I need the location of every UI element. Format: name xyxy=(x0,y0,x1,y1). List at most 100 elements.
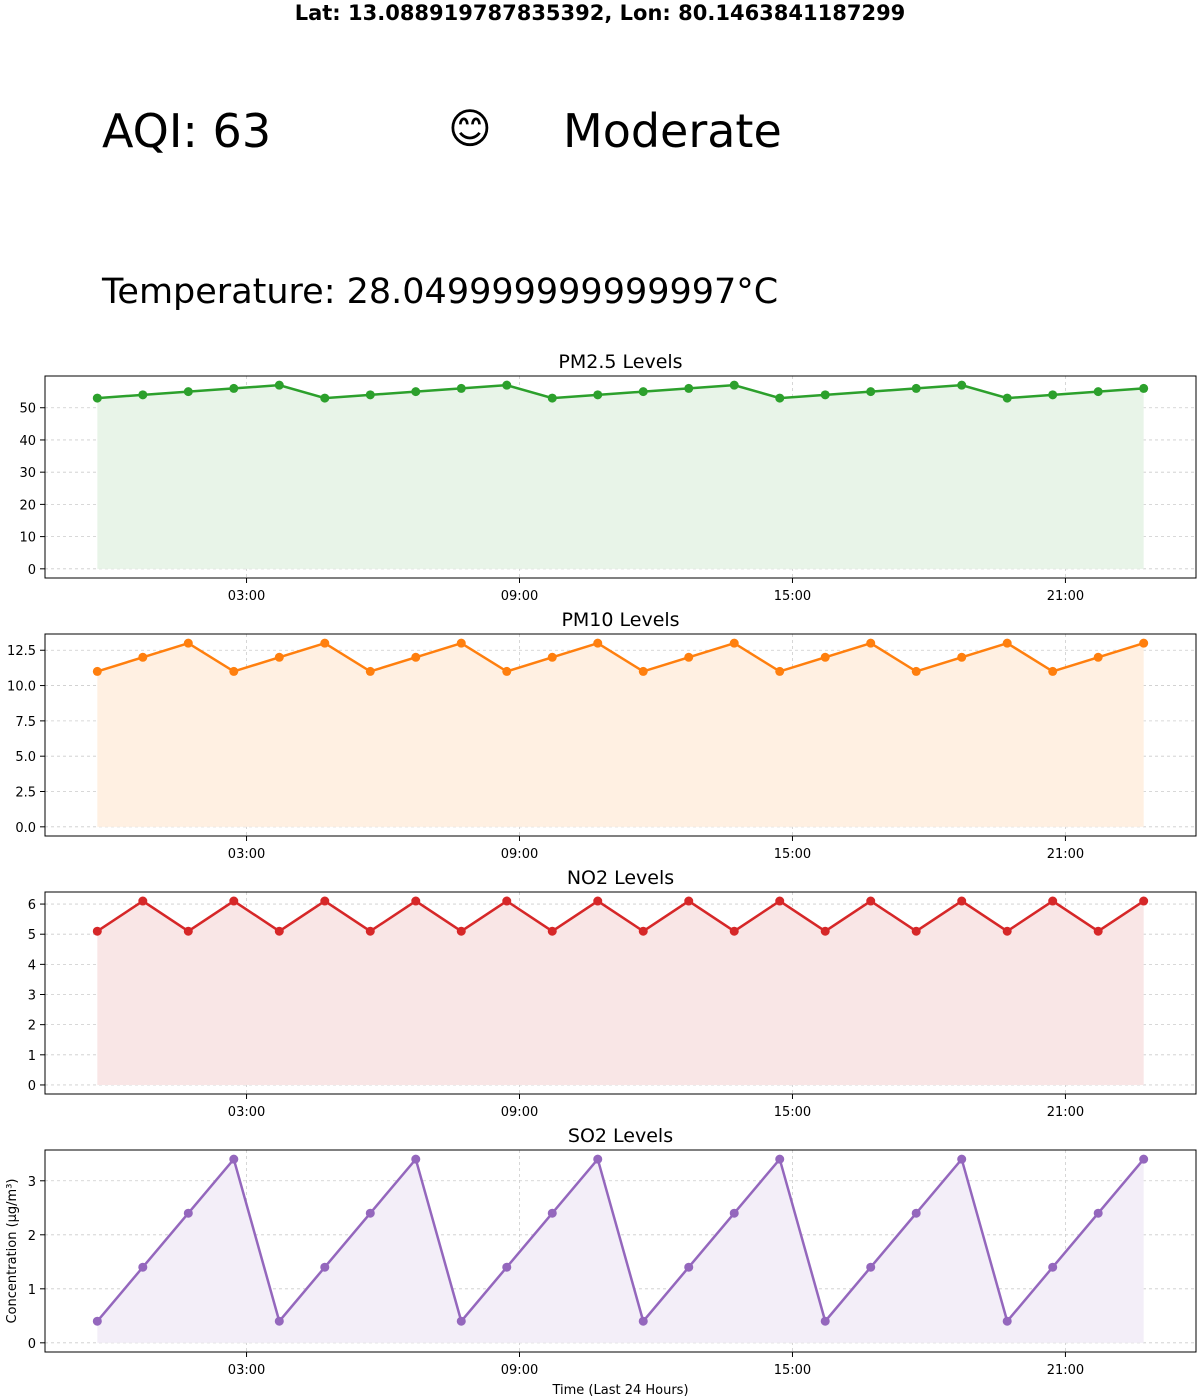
data-point xyxy=(92,666,102,676)
data-point xyxy=(411,652,421,662)
data-point xyxy=(274,926,284,936)
data-point xyxy=(411,387,421,397)
data-point xyxy=(138,390,148,400)
data-point xyxy=(365,1208,375,1218)
data-point xyxy=(684,652,694,662)
data-point xyxy=(411,896,421,906)
data-point xyxy=(1093,652,1103,662)
y-tick-label: 3 xyxy=(28,1175,36,1190)
chart-2: NO2 Levels 0 1 2 3 4 5 6 03:00 09:00 15:00 21:00 xyxy=(28,867,1197,1120)
y-tick-label: 5.0 xyxy=(15,750,36,765)
y-tick-label: 7.5 xyxy=(15,715,36,730)
series-line xyxy=(96,1156,1145,1324)
data-point xyxy=(183,638,193,648)
data-point xyxy=(729,638,739,648)
series-area xyxy=(97,901,1144,1085)
y-axis-label: Concentration (µg/m³) xyxy=(5,1178,20,1323)
data-point xyxy=(1139,383,1149,393)
plot-frame xyxy=(44,375,1197,579)
data-point xyxy=(1002,926,1012,936)
data-point xyxy=(911,666,921,676)
temperature-reading: Temperature: 28.049999999999997°C xyxy=(102,272,779,312)
data-point xyxy=(957,1154,967,1164)
data-point xyxy=(1093,387,1103,397)
series-area xyxy=(97,385,1144,569)
plot-frame xyxy=(44,891,1197,1095)
data-point xyxy=(92,393,102,403)
data-point xyxy=(729,1208,739,1218)
data-point xyxy=(638,926,648,936)
data-point xyxy=(547,926,557,936)
y-tick-label: 12.5 xyxy=(7,644,36,659)
chart-title: NO2 Levels xyxy=(567,867,674,889)
data-point xyxy=(92,926,102,936)
series-line xyxy=(96,641,1145,673)
data-point xyxy=(365,390,375,400)
data-point xyxy=(684,383,694,393)
data-point xyxy=(456,638,466,648)
data-point xyxy=(775,393,785,403)
data-point xyxy=(1048,896,1058,906)
x-tick-label: 21:00 xyxy=(1047,1363,1084,1378)
data-point xyxy=(1048,666,1058,676)
plot-frame xyxy=(44,1149,1197,1353)
data-point xyxy=(502,666,512,676)
y-tick-label: 2 xyxy=(28,1229,36,1244)
data-point xyxy=(183,387,193,397)
y-tick-label: 50 xyxy=(19,402,36,417)
data-point xyxy=(229,1154,239,1164)
chart-title: PM2.5 Levels xyxy=(558,351,682,373)
data-point xyxy=(1002,393,1012,403)
smiley-icon: 😊 xyxy=(448,104,492,153)
data-point xyxy=(411,1154,421,1164)
data-point xyxy=(593,390,603,400)
chart-title: SO2 Levels xyxy=(568,1125,673,1147)
y-tick-label: 3 xyxy=(28,989,36,1004)
data-point xyxy=(1048,1262,1058,1272)
data-point xyxy=(775,666,785,676)
y-tick-label: 20 xyxy=(19,498,36,513)
y-tick-label: 0.0 xyxy=(15,821,36,836)
data-point xyxy=(456,1316,466,1326)
y-tick-label: 10.0 xyxy=(7,680,36,695)
data-point xyxy=(638,666,648,676)
data-point xyxy=(866,1262,876,1272)
data-point xyxy=(593,896,603,906)
aqi-category: Moderate xyxy=(563,104,782,158)
data-point xyxy=(547,652,557,662)
data-point xyxy=(866,638,876,648)
y-tick-label: 0 xyxy=(28,1079,36,1094)
data-point xyxy=(729,380,739,390)
data-point xyxy=(820,390,830,400)
data-point xyxy=(820,1316,830,1326)
data-point xyxy=(866,387,876,397)
x-tick-label: 09:00 xyxy=(501,1105,538,1120)
x-tick-label: 15:00 xyxy=(774,589,811,604)
data-point xyxy=(957,652,967,662)
x-tick-label: 21:00 xyxy=(1047,589,1084,604)
data-point xyxy=(320,393,330,403)
data-point xyxy=(911,926,921,936)
data-point xyxy=(638,387,648,397)
series-area xyxy=(97,1159,1144,1343)
data-point xyxy=(138,896,148,906)
data-point xyxy=(593,638,603,648)
x-tick-label: 09:00 xyxy=(501,847,538,862)
data-point xyxy=(274,380,284,390)
data-point xyxy=(320,1262,330,1272)
x-tick-label: 03:00 xyxy=(228,589,265,604)
x-tick-label: 03:00 xyxy=(228,1105,265,1120)
x-tick-label: 21:00 xyxy=(1047,1105,1084,1120)
data-point xyxy=(502,380,512,390)
y-tick-label: 40 xyxy=(19,434,36,449)
data-point xyxy=(547,1208,557,1218)
data-point xyxy=(92,1316,102,1326)
series-area xyxy=(97,643,1144,827)
data-point xyxy=(229,383,239,393)
data-point xyxy=(593,1154,603,1164)
data-point xyxy=(1002,1316,1012,1326)
data-point xyxy=(502,896,512,906)
data-point xyxy=(638,1316,648,1326)
y-tick-label: 1 xyxy=(28,1283,36,1298)
